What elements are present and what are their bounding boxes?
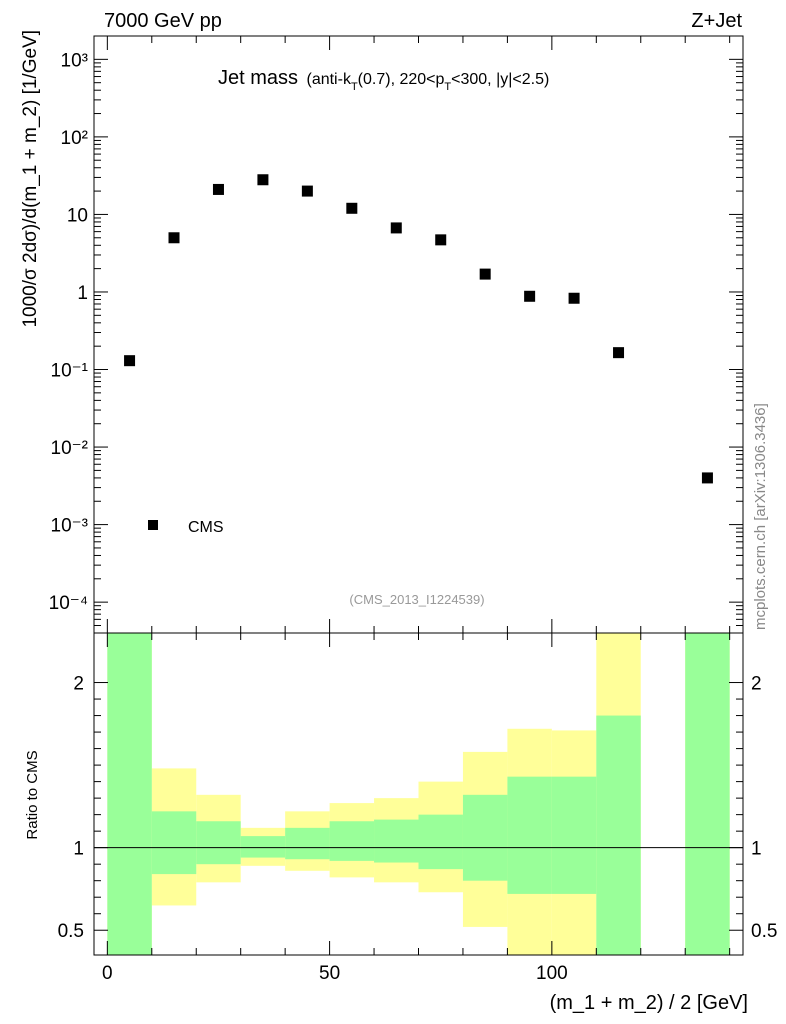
- header-left: 7000 GeV pp: [104, 10, 222, 32]
- lower-y-tick-label: 2: [73, 674, 84, 695]
- lower-y-tick-label: 1: [73, 839, 84, 860]
- lower-y-axis: 0.5 0.5 1 1 2 2: [58, 674, 778, 943]
- title-main: Jet mass: [218, 67, 298, 89]
- lower-x-axis: 0 50 100: [102, 633, 731, 984]
- cms-data-point: [390, 222, 402, 234]
- x-tick-label: 0: [102, 963, 113, 984]
- stat-uncertainty-band: [507, 776, 552, 894]
- stat-uncertainty-band: [685, 633, 730, 955]
- stat-uncertainty-band: [596, 715, 641, 955]
- header-right: Z+Jet: [691, 10, 742, 32]
- ratio-bands: [107, 633, 730, 955]
- cms-data-point: [435, 234, 447, 246]
- cms-data-point: [257, 174, 269, 186]
- upper-y-tick-label: 10⁻²: [51, 438, 89, 459]
- cms-data-point: [124, 355, 136, 367]
- upper-y-tick-label: 10: [67, 205, 88, 226]
- stat-uncertainty-band: [551, 776, 597, 894]
- lower-y-tick-label-right: 1: [751, 839, 762, 860]
- upper-y-tick-label: 10⁻⁴: [49, 593, 88, 614]
- upper-x-ticks: [106, 36, 731, 633]
- lower-y-label: Ratio to CMS: [24, 750, 41, 839]
- cms-data-point: [168, 232, 180, 244]
- title-sub-a: T: [351, 81, 358, 93]
- stat-uncertainty-band: [462, 794, 508, 881]
- lower-y-tick-label-right: 0.5: [751, 921, 777, 942]
- plot-title: Jet mass (anti-kT(0.7), 220<pT<300, |y|<…: [218, 67, 549, 93]
- legend-label: CMS: [188, 519, 224, 536]
- cms-data-point: [613, 347, 625, 359]
- upper-y-tick-label: 10⁻³: [51, 516, 89, 537]
- title-detail-b: (0.7), 220<p: [358, 71, 445, 88]
- legend-marker: [148, 520, 158, 530]
- lower-y-tick-label-right: 2: [751, 674, 762, 695]
- stat-uncertainty-band: [107, 633, 152, 955]
- cms-data-point: [568, 292, 580, 304]
- x-tick-label: 100: [536, 963, 568, 984]
- upper-y-tick-label: 10²: [61, 128, 88, 149]
- x-tick-label: 50: [319, 963, 340, 984]
- stat-uncertainty-band: [240, 836, 286, 858]
- upper-y-tick-label: 1: [77, 283, 88, 304]
- title-detail-a: (anti-k: [306, 71, 351, 88]
- upper-y-tick-label: 10⁻¹: [51, 361, 89, 382]
- lower-panel: 0.5 0.5 1 1 2 2 0 50 100 Ratio to CMS (m_1 + m_…: [24, 632, 778, 1014]
- cms-data-point: [301, 185, 313, 197]
- upper-y-label: 1000/σ 2dσ)/d(m_1 + m_2) [1/GeV]: [20, 30, 41, 328]
- cms-data-point: [212, 183, 224, 195]
- cms-data-point: [479, 268, 491, 280]
- upper-panel: 10⁻⁴ 10⁻³ 10⁻² 10⁻¹ 1 10 10² 10³ Jet mass (anti…: [20, 30, 744, 634]
- watermark: mcplots.cern.ch [arXiv:1306.3436]: [752, 403, 769, 630]
- upper-frame: [93, 35, 744, 634]
- title-sub-b: T: [444, 81, 451, 93]
- cms-data-point: [701, 472, 713, 484]
- stat-uncertainty-band: [329, 821, 375, 861]
- title-detail-c: <300, |y|<2.5): [451, 71, 549, 88]
- x-axis-label: (m_1 + m_2) / 2 [GeV]: [550, 992, 748, 1014]
- cms-data-point: [346, 202, 358, 214]
- upper-y-axis: 10⁻⁴ 10⁻³ 10⁻² 10⁻¹ 1 10 10² 10³: [49, 35, 743, 634]
- cms-data-point: [524, 290, 536, 302]
- upper-y-tick-label: 10³: [61, 50, 88, 71]
- stat-uncertainty-band: [196, 821, 241, 865]
- upper-data-points: [124, 174, 713, 484]
- analysis-id: (CMS_2013_I1224539): [349, 592, 484, 607]
- stat-uncertainty-band: [151, 811, 197, 875]
- stat-uncertainty-band: [285, 827, 330, 860]
- lower-y-tick-label: 0.5: [58, 921, 84, 942]
- stat-uncertainty-band: [418, 814, 463, 870]
- stat-uncertainty-band: [374, 819, 419, 863]
